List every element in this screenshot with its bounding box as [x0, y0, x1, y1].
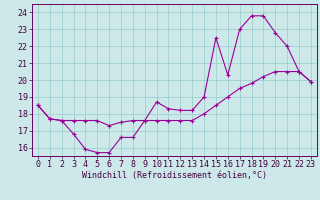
X-axis label: Windchill (Refroidissement éolien,°C): Windchill (Refroidissement éolien,°C) — [82, 171, 267, 180]
